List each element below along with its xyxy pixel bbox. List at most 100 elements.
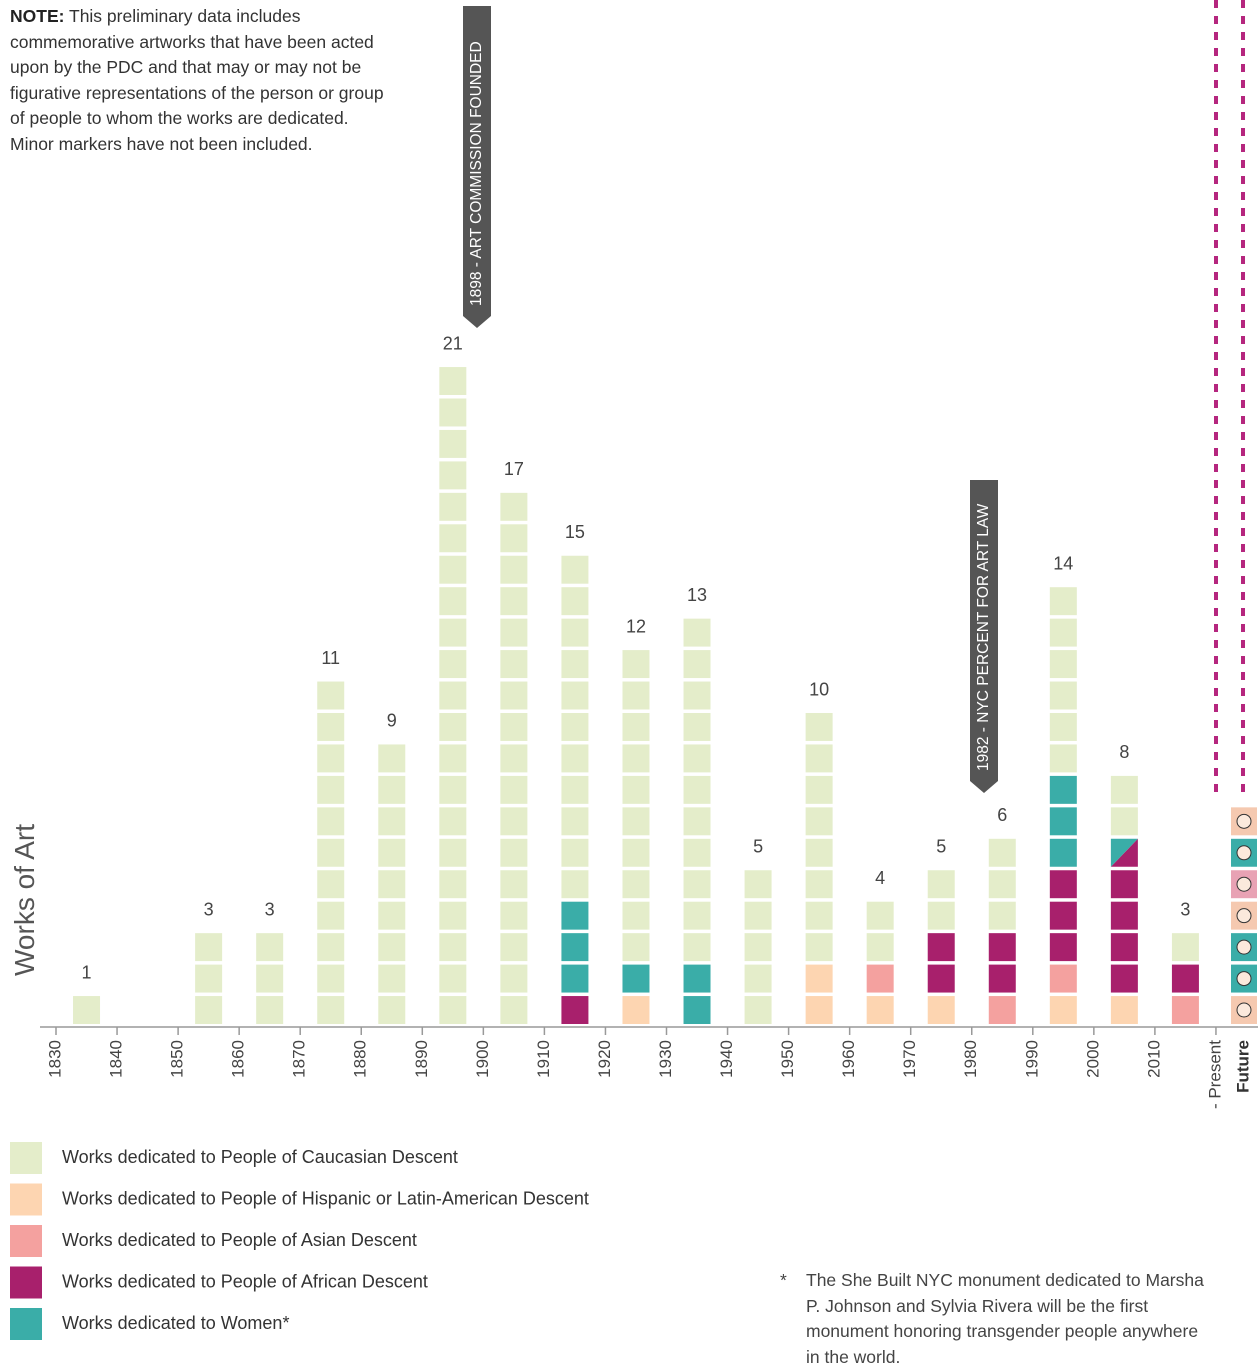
unit-cell	[622, 650, 649, 678]
unit-cell	[1172, 996, 1199, 1024]
unit-cell	[745, 996, 772, 1024]
note-label: NOTE:	[10, 6, 64, 26]
unit-cell	[500, 493, 527, 521]
footnote: The She Built NYC monument dedicated to …	[806, 1268, 1206, 1364]
unit-cell	[500, 965, 527, 993]
x-tick-label: 1870	[290, 1040, 309, 1078]
unit-cell	[1050, 682, 1077, 710]
x-tick-label: 1980	[961, 1040, 980, 1078]
x-tick-label: 1850	[168, 1040, 187, 1078]
unit-cell	[745, 965, 772, 993]
unit-cell	[439, 713, 466, 741]
unit-cell	[317, 807, 344, 835]
unit-cell	[684, 619, 711, 647]
legend-label: Works dedicated to People of Hispanic or…	[62, 1188, 589, 1208]
value-label: 3	[204, 899, 214, 919]
unit-cell	[195, 933, 222, 961]
unit-cell	[1111, 933, 1138, 961]
unit-cell	[684, 933, 711, 961]
unit-cell	[500, 713, 527, 741]
x-tick-label: - Present	[1205, 1040, 1224, 1109]
unit-cell	[500, 933, 527, 961]
unit-cell	[439, 587, 466, 615]
note: NOTE: This preliminary data includes com…	[10, 4, 390, 158]
unit-cell	[561, 776, 588, 804]
unit-cell	[622, 965, 649, 993]
value-label: 11	[321, 648, 340, 668]
unit-cell	[378, 933, 405, 961]
future-icon-face	[1237, 846, 1251, 860]
unit-cell	[439, 399, 466, 427]
unit-cell	[1111, 965, 1138, 993]
unit-cell	[989, 933, 1016, 961]
unit-cell	[806, 807, 833, 835]
unit-cell	[989, 996, 1016, 1024]
unit-cell	[439, 744, 466, 772]
unit-cell	[806, 839, 833, 867]
unit-cell	[745, 902, 772, 930]
unit-cell	[684, 776, 711, 804]
unit-cell	[256, 965, 283, 993]
unit-cell	[439, 965, 466, 993]
unit-cell	[928, 996, 955, 1024]
unit-cell	[561, 713, 588, 741]
unit-cell	[439, 902, 466, 930]
unit-cell	[684, 650, 711, 678]
unit-cell	[378, 839, 405, 867]
legend-label: Works dedicated to Women*	[62, 1313, 289, 1333]
page: Works of Art 183018401850186018701880189…	[0, 0, 1258, 1364]
unit-cell	[500, 902, 527, 930]
unit-cell	[1050, 776, 1077, 804]
value-label: 5	[936, 837, 946, 857]
unit-cell	[500, 650, 527, 678]
unit-cell	[1050, 870, 1077, 898]
value-label: 4	[875, 868, 885, 888]
unit-cell	[500, 682, 527, 710]
x-tick-label: 1880	[351, 1040, 370, 1078]
value-label: 14	[1053, 553, 1073, 573]
x-tick-label: 1910	[534, 1040, 553, 1078]
unit-cell	[317, 713, 344, 741]
value-label: 10	[809, 679, 829, 699]
unit-cell	[439, 524, 466, 552]
unit-cell	[1050, 933, 1077, 961]
value-label: 3	[265, 899, 275, 919]
unit-cell	[561, 587, 588, 615]
legend-swatch	[10, 1267, 42, 1299]
unit-cell	[1172, 933, 1199, 961]
unit-cell	[256, 996, 283, 1024]
value-label: 13	[687, 585, 707, 605]
unit-cell	[989, 839, 1016, 867]
unit-cell	[622, 870, 649, 898]
legend-swatch	[10, 1142, 42, 1174]
unit-cell	[500, 807, 527, 835]
unit-cell	[439, 650, 466, 678]
unit-cell	[928, 902, 955, 930]
unit-cell	[1050, 650, 1077, 678]
unit-cell	[684, 902, 711, 930]
unit-cell	[622, 744, 649, 772]
unit-cell	[684, 713, 711, 741]
unit-cell	[439, 556, 466, 584]
unit-cell	[317, 902, 344, 930]
x-tick-label: 1960	[839, 1040, 858, 1078]
footnote-mark: *	[780, 1268, 787, 1294]
unit-cell	[1111, 776, 1138, 804]
legend-swatch	[10, 1184, 42, 1216]
unit-cell	[500, 996, 527, 1024]
x-tick-label: 2000	[1083, 1040, 1102, 1078]
unit-cell	[1050, 965, 1077, 993]
unit-cell	[500, 619, 527, 647]
value-label: 3	[1180, 899, 1190, 919]
unit-cell	[317, 839, 344, 867]
unit-cell	[561, 682, 588, 710]
x-tick-label: 1890	[412, 1040, 431, 1078]
annotation: 1898 - ART COMMISSION FOUNDED	[468, 41, 485, 306]
unit-cell	[317, 776, 344, 804]
unit-cell	[806, 870, 833, 898]
unit-cell	[684, 996, 711, 1024]
unit-cell	[439, 996, 466, 1024]
unit-cell	[195, 996, 222, 1024]
unit-cell	[1111, 807, 1138, 835]
unit-cell	[745, 933, 772, 961]
